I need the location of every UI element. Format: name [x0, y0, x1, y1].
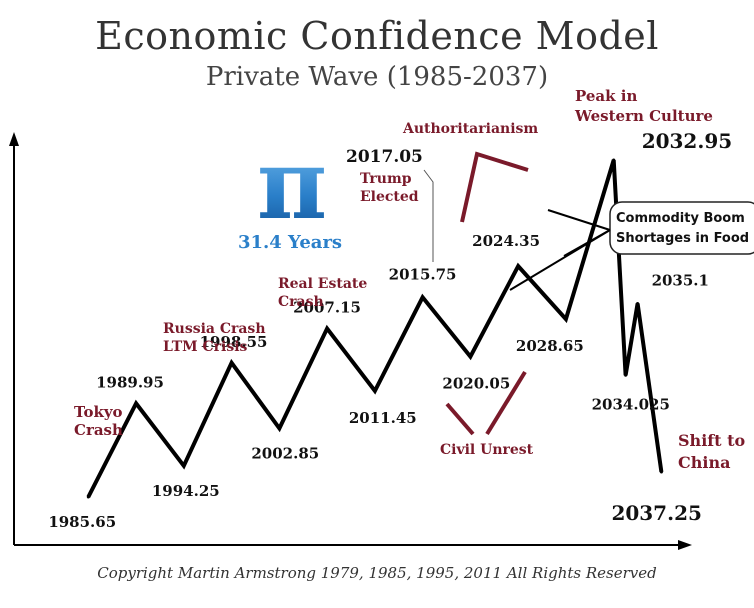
chart-subtitle: Private Wave (1985-2037): [205, 62, 549, 92]
chart-title: Economic Confidence Model: [95, 14, 659, 58]
callout-pointer-3: [563, 229, 611, 257]
point-label: 2024.35: [472, 232, 540, 250]
point-label: 1985.65: [48, 513, 116, 531]
y-axis-arrow: [9, 132, 19, 146]
callout-box: [609, 201, 754, 255]
turning-point: [277, 426, 281, 430]
point-label: 1994.25: [152, 482, 220, 500]
point-label: 2002.85: [251, 444, 319, 462]
annotation-tokyo-crash: Tokyo: [74, 403, 123, 421]
turning-point: [636, 302, 640, 306]
point-label: 2034.025: [592, 395, 670, 413]
point-label: 1998.55: [200, 333, 268, 351]
copyright-notice: Copyright Martin Armstrong 1979, 1985, 1…: [97, 564, 657, 582]
point-label: 2032.95: [642, 129, 732, 153]
annotation-authoritarianism: Authoritarianism: [402, 121, 538, 137]
annotation-real-estate-crash: Crash: [278, 294, 324, 310]
point-label: 2015.75: [389, 265, 457, 283]
turning-point: [373, 389, 377, 393]
point-label: 1989.95: [96, 373, 164, 391]
point-label: 2007.15: [293, 299, 361, 317]
annotation-peak-western-culture: Peak in: [575, 87, 637, 105]
point-label: 2035.1: [652, 272, 709, 290]
turning-point: [86, 495, 90, 499]
authoritarianism-bracket: [460, 151, 529, 223]
turning-point: [468, 355, 472, 359]
pi-icon: π: [257, 128, 327, 241]
point-label: 2037.25: [611, 501, 701, 525]
annotation-tokyo-crash: Crash: [74, 421, 123, 439]
annotation-civil-unrest: Civil Unrest: [440, 442, 534, 458]
turning-point: [182, 464, 186, 468]
turning-point: [612, 158, 616, 162]
annotation-trump-elected: Trump: [360, 171, 412, 187]
point-label-2017: 2017.05: [346, 147, 423, 167]
callout-commodity-boom: Shortages in Food: [616, 231, 749, 246]
pi-caption: 31.4 Years: [238, 232, 342, 253]
turning-point: [564, 317, 568, 321]
turning-point: [230, 361, 234, 365]
annotation-trump-elected: Elected: [360, 189, 419, 205]
turning-point: [659, 470, 663, 474]
annotation-shift-to-china: Shift to: [678, 431, 746, 450]
callout-commodity-boom: Commodity Boom: [616, 211, 745, 226]
annotation-russia-crash: Russia Crash: [163, 321, 266, 337]
turning-point: [624, 373, 628, 377]
turning-point: [325, 327, 329, 330]
point-label: 2011.45: [349, 409, 417, 427]
turning-point: [421, 295, 425, 299]
callout-pointer-2: [547, 209, 611, 231]
bracket-2017: [423, 169, 434, 262]
x-axis-arrow: [678, 540, 692, 550]
turning-point: [134, 401, 138, 405]
point-label: 2020.05: [442, 375, 510, 393]
annotation-real-estate-crash: Real Estate: [278, 276, 367, 292]
civil-unrest-mark-right: [485, 370, 527, 436]
annotation-shift-to-china: China: [678, 453, 730, 472]
annotation-peak-western-culture: Western Culture: [574, 107, 713, 125]
annotation-russia-crash: LTM Crisis: [163, 339, 248, 355]
turning-point: [516, 264, 520, 268]
point-label: 2028.65: [516, 337, 584, 355]
civil-unrest-mark-left: [445, 402, 475, 436]
